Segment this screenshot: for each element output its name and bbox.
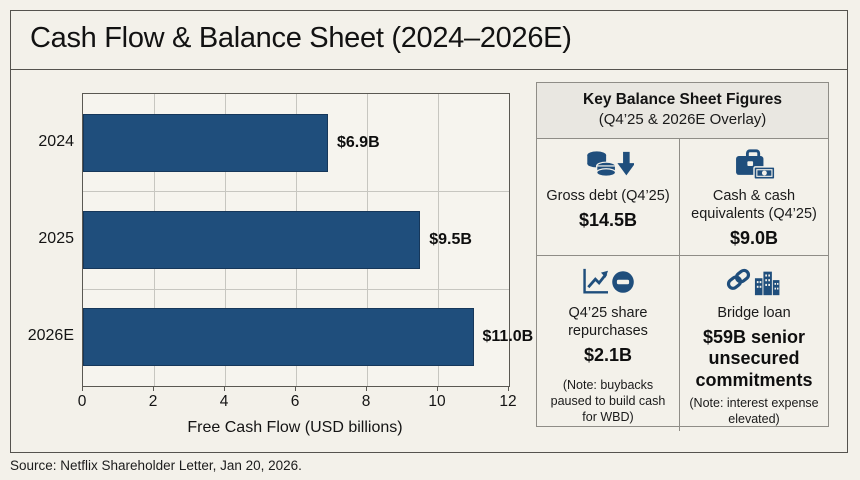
x-axis-title: Free Cash Flow (USD billions) bbox=[187, 419, 403, 436]
x-tick-mark bbox=[508, 386, 510, 391]
briefcase-cash-icon bbox=[729, 148, 779, 182]
x-tick-label: 10 bbox=[428, 393, 446, 410]
x-tick-mark bbox=[366, 386, 368, 391]
cell-label: Gross debt (Q4’25) bbox=[546, 188, 670, 204]
gridline-x-10 bbox=[438, 94, 439, 386]
x-tick-label: 6 bbox=[290, 393, 300, 410]
free-cash-flow-bar-chart: $6.9B $9.5B $11.0B Free Cash Flow (USD bil… bbox=[22, 93, 562, 453]
cell-value: $2.1B bbox=[583, 345, 633, 366]
cell-label: Q4’25 share repurchases bbox=[568, 305, 648, 340]
source-attribution: Source: Netflix Shareholder Letter, Jan … bbox=[10, 458, 302, 473]
x-tick-label: 8 bbox=[361, 393, 371, 410]
cell-note: (Note: buybacks paused to build cash for… bbox=[550, 378, 666, 425]
outer-frame bbox=[10, 10, 848, 453]
cell-label: Cash & cash equivalents (Q4’25) bbox=[691, 188, 817, 223]
bar-2026E bbox=[83, 308, 474, 367]
balance-sheet-panel: Key Balance Sheet Figures (Q4’25 & 2026E… bbox=[536, 82, 829, 431]
bar-value-label: $11.0B bbox=[482, 328, 534, 346]
x-tick-label: 0 bbox=[77, 393, 87, 410]
cell-label: Bridge loan bbox=[717, 305, 791, 321]
x-tick-mark bbox=[295, 386, 297, 391]
page-title: Cash Flow & Balance Sheet (2024–2026E) bbox=[30, 22, 572, 54]
panel-title: Key Balance Sheet Figures bbox=[583, 91, 782, 108]
x-tick-mark bbox=[437, 386, 439, 391]
link-buildings-icon bbox=[725, 265, 783, 299]
cell-value: $14.5B bbox=[578, 210, 638, 231]
bar-2024 bbox=[83, 113, 328, 172]
chart-minus-icon bbox=[580, 265, 636, 299]
x-tick-mark bbox=[224, 386, 226, 391]
cell-value: $59B senior unsecured commitments bbox=[695, 327, 813, 390]
y-tick-label: 2026E bbox=[27, 327, 74, 345]
panel-grid: Gross debt (Q4’25) $14.5B bbox=[537, 139, 828, 431]
gridline-y-band-1 bbox=[83, 191, 509, 193]
x-tick-label: 2 bbox=[148, 393, 158, 410]
y-tick-label: 2025 bbox=[38, 229, 74, 247]
cell-value: $9.0B bbox=[729, 228, 779, 249]
coins-down-icon bbox=[582, 148, 634, 182]
bar-value-label: $9.5B bbox=[429, 231, 472, 248]
panel-subtitle: (Q4’25 & 2026E Overlay) bbox=[598, 111, 767, 128]
x-tick-label: 12 bbox=[499, 393, 517, 410]
cell-cash-equivalents: Cash & cash equivalents (Q4’25) $9.0B bbox=[680, 139, 828, 256]
gridline-y-band-2 bbox=[83, 288, 509, 290]
bar-2025 bbox=[83, 211, 421, 269]
bar-value-label: $6.9B bbox=[336, 133, 380, 151]
x-tick-label: 4 bbox=[219, 393, 229, 410]
cell-note: (Note: interest expense elevated) bbox=[689, 395, 819, 426]
cell-bridge-loan: Bridge loan $59B senior unsecured commit… bbox=[680, 256, 828, 431]
panel-header: Key Balance Sheet Figures (Q4’25 & 2026E… bbox=[537, 83, 828, 139]
cell-share-repurchases: Q4’25 share repurchases $2.1B (Note: buy… bbox=[537, 256, 680, 431]
x-tick-mark bbox=[153, 386, 155, 391]
plot-area: $6.9B $9.5B $11.0B bbox=[82, 93, 533, 387]
x-tick-mark bbox=[82, 386, 84, 391]
title-divider bbox=[11, 69, 848, 70]
cell-gross-debt: Gross debt (Q4’25) $14.5B bbox=[537, 139, 680, 256]
y-tick-label: 2024 bbox=[38, 132, 74, 150]
